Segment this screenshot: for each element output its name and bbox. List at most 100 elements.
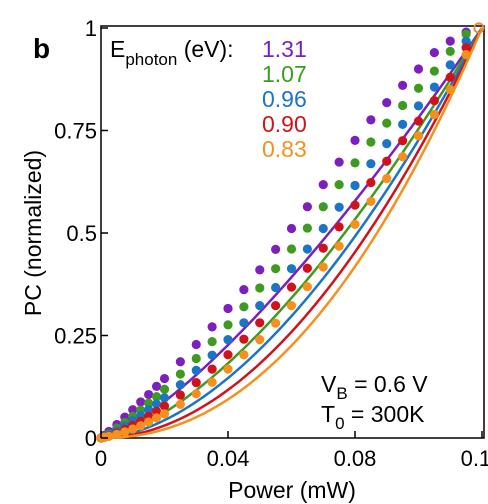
y-axis-ticks: 0 0.25 0.5 0.75 1 [54,16,108,451]
data-point-1.07 [366,137,376,147]
data-point-1.31 [398,80,408,90]
fit-line-0.83 [101,27,484,440]
data-point-0.90 [151,406,162,416]
data-point-0.96 [413,101,424,111]
data-point-0.90 [413,116,424,126]
data-point-0.90 [223,350,233,360]
data-point-0.83 [223,364,233,374]
data-point-1.31 [255,265,265,275]
annotation-box: VB = 0.6 V T0 = 300K [321,371,428,433]
data-point-0.96 [175,380,185,390]
data-point-1.31 [445,36,455,46]
data-point-0.83 [413,131,424,141]
x-tick-label: 0.08 [334,446,377,471]
data-point-1.07 [144,398,154,408]
data-points [96,22,485,443]
data-point-0.90 [271,300,281,311]
data-point-1.31 [334,157,344,167]
data-point-1.31 [175,357,185,367]
legend-title: Ephoton (eV): [110,36,234,69]
data-point-0.83 [128,424,138,434]
data-point-0.83 [120,427,130,437]
y-tick-label: 1 [85,16,97,41]
data-point-0.96 [302,244,312,254]
data-point-0.83 [473,22,485,34]
data-point-1.07 [175,369,185,379]
data-point-0.83 [239,350,249,360]
data-point-0.96 [286,264,297,274]
data-point-1.31 [239,284,249,295]
data-point-0.83 [334,241,344,251]
data-point-1.07 [398,100,408,111]
data-point-1.31 [159,373,170,384]
data-point-1.07 [461,29,471,39]
data-point-0.90 [445,72,455,82]
data-point-1.31 [429,48,439,58]
data-point-0.83 [382,173,392,184]
data-point-0.96 [207,350,217,360]
data-point-0.90 [255,318,265,328]
data-point-0.96 [382,139,392,149]
y-tick-label: 0 [85,426,97,451]
data-point-1.31 [128,405,138,415]
y-tick-label: 0.5 [66,221,97,246]
data-point-1.07 [445,46,455,56]
x-tick-label: 0.04 [207,446,250,471]
data-point-0.90 [461,43,471,53]
data-point-0.96 [398,119,408,129]
data-point-0.96 [271,282,281,293]
data-point-1.07 [413,83,424,93]
data-point-0.90 [350,200,360,210]
data-point-1.07 [318,202,328,212]
data-point-1.31 [144,389,154,400]
data-point-0.90 [382,156,392,166]
x-axis-ticks: 0 0.04 0.08 0.12 [95,431,488,471]
data-point-0.90 [334,222,344,232]
data-point-0.90 [175,390,185,400]
data-point-0.96 [350,180,360,191]
data-point-1.07 [286,244,297,254]
data-point-0.83 [350,219,360,229]
data-point-0.90 [286,282,297,292]
data-point-0.90 [207,364,217,374]
data-point-0.83 [104,431,114,441]
legend-entry-0.96: 0.96 [262,86,307,112]
annotation-t0: T0 = 300K [321,401,425,433]
data-point-0.83 [445,84,455,95]
data-point-0.83 [271,318,281,328]
legend: Ephoton (eV): 1.311.070.960.900.83 [110,36,307,162]
data-point-1.07 [159,384,170,394]
data-point-0.83 [318,262,328,272]
data-point-0.96 [445,60,455,70]
data-point-0.90 [239,334,249,344]
data-point-0.96 [461,36,471,46]
data-point-1.31 [136,397,146,407]
y-tick-label: 0.75 [54,119,97,144]
data-point-0.83 [461,50,471,60]
data-point-0.83 [429,109,439,120]
data-point-1.07 [255,283,265,293]
data-point-0.83 [159,409,170,419]
x-axis-title: Power (mW) [228,477,356,503]
data-point-0.96 [366,159,376,169]
data-point-0.83 [366,196,376,207]
data-point-0.83 [191,389,201,399]
panel-label: b [33,33,50,64]
data-point-0.83 [112,429,122,439]
data-point-0.90 [302,263,312,273]
data-point-0.96 [334,202,344,212]
data-point-1.31 [207,322,217,332]
data-point-1.07 [350,158,360,168]
data-point-0.96 [151,399,162,409]
data-point-1.07 [151,391,162,402]
data-point-1.07 [191,353,201,364]
data-point-1.31 [413,64,424,74]
x-tick-label: 0.12 [461,446,488,471]
data-point-1.07 [302,223,312,233]
data-point-0.83 [398,152,408,162]
data-point-1.07 [334,180,344,190]
data-point-1.31 [366,115,376,125]
data-point-1.31 [350,135,360,145]
data-point-1.31 [223,303,233,314]
